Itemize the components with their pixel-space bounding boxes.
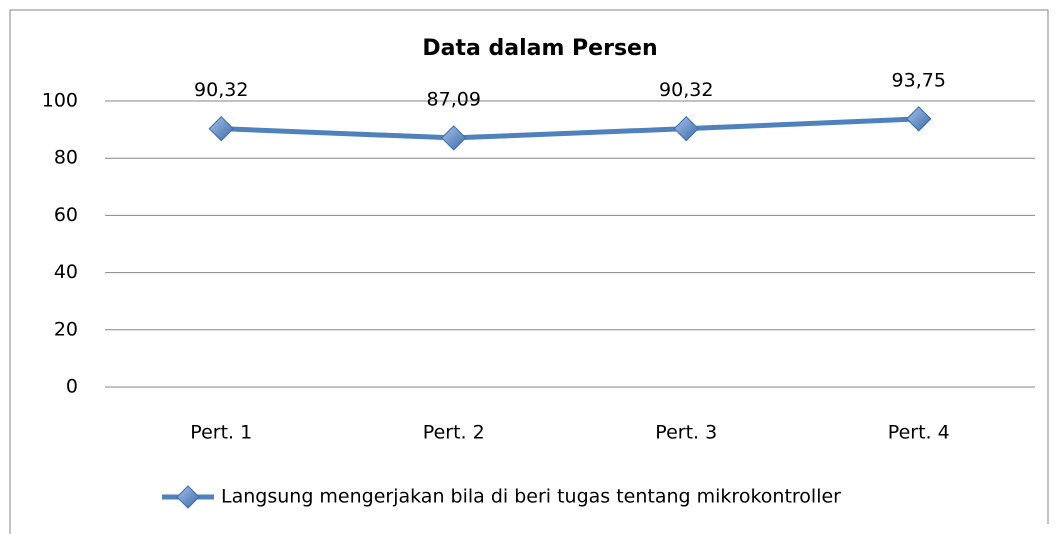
x-tick-label: Pert. 3 [655,422,717,444]
legend-label: Langsung mengerjakan bila di beri tugas … [221,486,841,508]
marker [208,115,234,142]
chart-border [9,9,1049,534]
data-label: 90,32 [194,79,248,101]
x-tick-label: Pert. 1 [190,422,252,444]
y-tick-label: 40 [54,261,78,283]
x-tick-label: Pert. 4 [888,422,950,444]
data-label: 87,09 [427,88,481,110]
x-tick-label: Pert. 2 [423,422,485,444]
y-tick-label: 0 [66,376,78,398]
legend-marker [176,485,200,509]
y-tick-label: 20 [54,318,78,340]
y-tick-label: 100 [42,90,78,112]
marker [906,106,932,132]
line [221,116,919,141]
y-tick-label: 60 [54,204,78,226]
marker [673,115,699,142]
chart-title: Data dalam Persen [422,36,657,61]
data-label: 90,32 [659,79,713,101]
data-label: 93,75 [892,69,946,91]
marker [441,125,467,151]
y-tick-label: 80 [54,147,78,169]
